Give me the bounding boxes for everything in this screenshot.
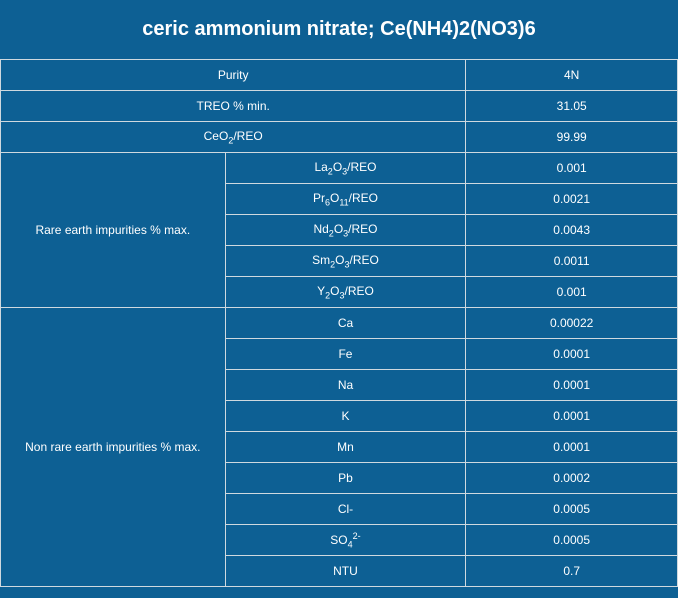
row-value: 0.0005: [466, 494, 678, 525]
row-value: 4N: [466, 60, 678, 91]
row-value: 0.7: [466, 556, 678, 587]
row-label: Ca: [225, 308, 466, 339]
row-value: 0.0002: [466, 463, 678, 494]
row-label: SO42-: [225, 525, 466, 556]
row-value: 0.001: [466, 277, 678, 308]
table-row: Rare earth impurities % max.La2O3/REO0.0…: [1, 153, 678, 184]
row-value: 0.0001: [466, 432, 678, 463]
row-label: La2O3/REO: [225, 153, 466, 184]
group-header: Non rare earth impurities % max.: [1, 308, 226, 587]
page-title: ceric ammonium nitrate; Ce(NH4)2(NO3)6: [0, 0, 678, 59]
row-value: 99.99: [466, 122, 678, 153]
row-label: Nd2O3/REO: [225, 215, 466, 246]
row-value: 0.0011: [466, 246, 678, 277]
row-value: 31.05: [466, 91, 678, 122]
table-row: CeO2/REO99.99: [1, 122, 678, 153]
row-label: Sm2O3/REO: [225, 246, 466, 277]
row-value: 0.0001: [466, 401, 678, 432]
spec-table: Purity4NTREO % min.31.05CeO2/REO99.99Rar…: [0, 59, 678, 587]
row-value: 0.001: [466, 153, 678, 184]
row-label: CeO2/REO: [1, 122, 466, 153]
row-value: 0.0001: [466, 339, 678, 370]
row-label: NTU: [225, 556, 466, 587]
row-value: 0.0043: [466, 215, 678, 246]
row-label: Na: [225, 370, 466, 401]
row-label: Fe: [225, 339, 466, 370]
row-value: 0.0021: [466, 184, 678, 215]
table-row: Non rare earth impurities % max.Ca0.0002…: [1, 308, 678, 339]
row-value: 0.0001: [466, 370, 678, 401]
row-label: Pb: [225, 463, 466, 494]
row-label: Y2O3/REO: [225, 277, 466, 308]
row-label: Mn: [225, 432, 466, 463]
row-value: 0.00022: [466, 308, 678, 339]
table-row: Purity4N: [1, 60, 678, 91]
row-label: TREO % min.: [1, 91, 466, 122]
row-label: Purity: [1, 60, 466, 91]
row-label: K: [225, 401, 466, 432]
row-label: Pr6O11/REO: [225, 184, 466, 215]
row-label: Cl-: [225, 494, 466, 525]
table-row: TREO % min.31.05: [1, 91, 678, 122]
row-value: 0.0005: [466, 525, 678, 556]
group-header: Rare earth impurities % max.: [1, 153, 226, 308]
